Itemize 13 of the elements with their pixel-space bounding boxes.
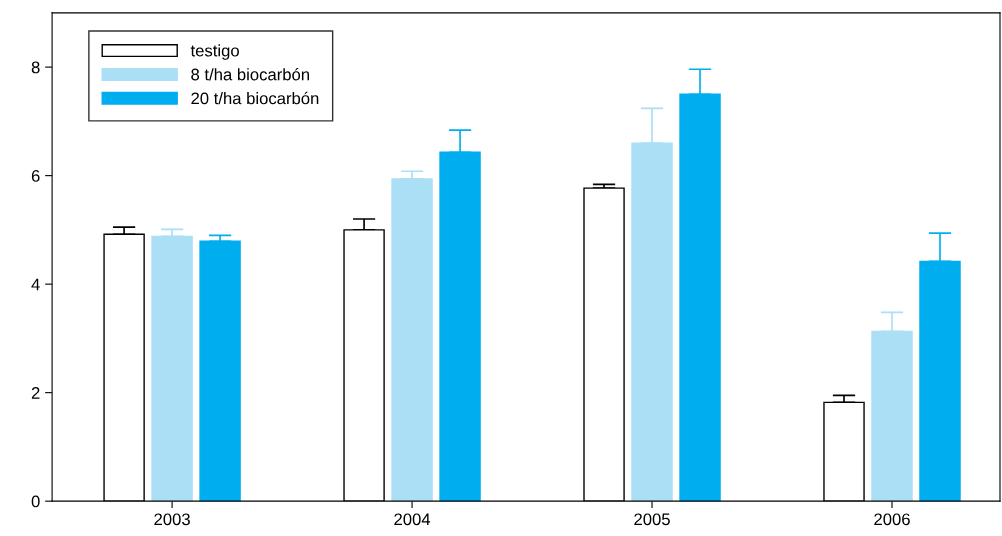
- legend-label: 20 t/ha biocarbón: [191, 91, 319, 105]
- y-tick-label: 6: [31, 170, 40, 182]
- y-tick-label: 0: [31, 495, 40, 508]
- legend-label: testigo: [190, 44, 239, 60]
- x-tick-label: 2004: [394, 513, 431, 526]
- y-tick-label: 8: [31, 61, 40, 74]
- legend-label: 8 t/ha biocarbón: [191, 67, 309, 81]
- y-tick-label: 2: [31, 387, 40, 399]
- x-tick-label: 2006: [874, 513, 910, 526]
- bar: [199, 240, 241, 502]
- x-tick-label: 2003: [154, 513, 190, 526]
- y-tick-label: 4: [31, 278, 40, 291]
- x-tick-label: 2005: [634, 513, 670, 526]
